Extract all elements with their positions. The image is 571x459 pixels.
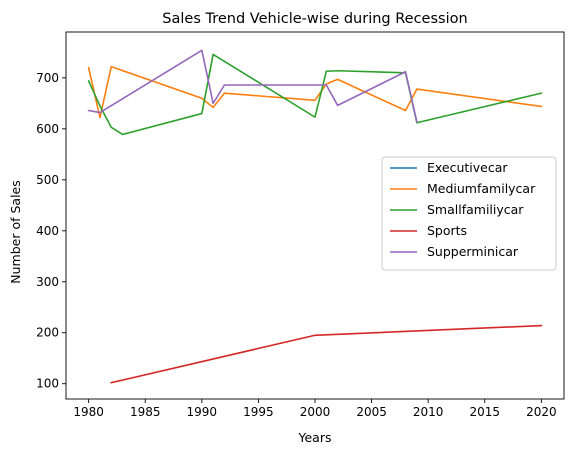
- legend-label: Sports: [427, 223, 467, 238]
- axis-ticks: 1980 1985 1990 1995 2000 2005 2010 2015 2020 100 2…: [36, 71, 557, 419]
- y-tick-label: 100: [36, 377, 59, 391]
- y-axis-label: Number of Sales: [8, 180, 23, 283]
- y-tick-label: 600: [36, 122, 59, 136]
- series-line-supperminicar: [87, 49, 418, 123]
- x-tick-label: 1980: [73, 405, 104, 419]
- legend-label: Supperminicar: [427, 244, 519, 259]
- x-tick-label: 1990: [187, 405, 218, 419]
- legend-label: Executivecar: [427, 160, 508, 175]
- y-tick-label: 700: [36, 71, 59, 85]
- plot-area: [65, 31, 565, 400]
- y-tick-label: 400: [36, 224, 59, 238]
- x-tick-label: 1995: [243, 405, 274, 419]
- x-tick-label: 2010: [413, 405, 444, 419]
- series-line-mediumfamilycar: [87, 65, 543, 119]
- x-tick-label: 2000: [300, 405, 331, 419]
- series-lines: [87, 49, 543, 384]
- series-line-sports: [110, 324, 543, 384]
- x-axis-label: Years: [298, 430, 332, 445]
- x-tick-label: 2015: [469, 405, 500, 419]
- legend-frame: [381, 156, 557, 271]
- legend: Executivecar Mediumfamilycar Smallfamiliyc…: [381, 156, 557, 271]
- y-tick-label: 300: [36, 275, 59, 289]
- x-tick-label: 2020: [526, 405, 557, 419]
- y-tick-label: 200: [36, 326, 59, 340]
- legend-label: Mediumfamilycar: [427, 181, 536, 196]
- series-line-smallfamiliycar: [87, 53, 543, 136]
- legend-label: Smallfamiliycar: [427, 202, 524, 217]
- x-tick-label: 1985: [130, 405, 161, 419]
- chart-title: Sales Trend Vehicle-wise during Recessio…: [162, 11, 467, 27]
- x-tick-label: 2005: [356, 405, 387, 419]
- y-tick-label: 500: [36, 173, 59, 187]
